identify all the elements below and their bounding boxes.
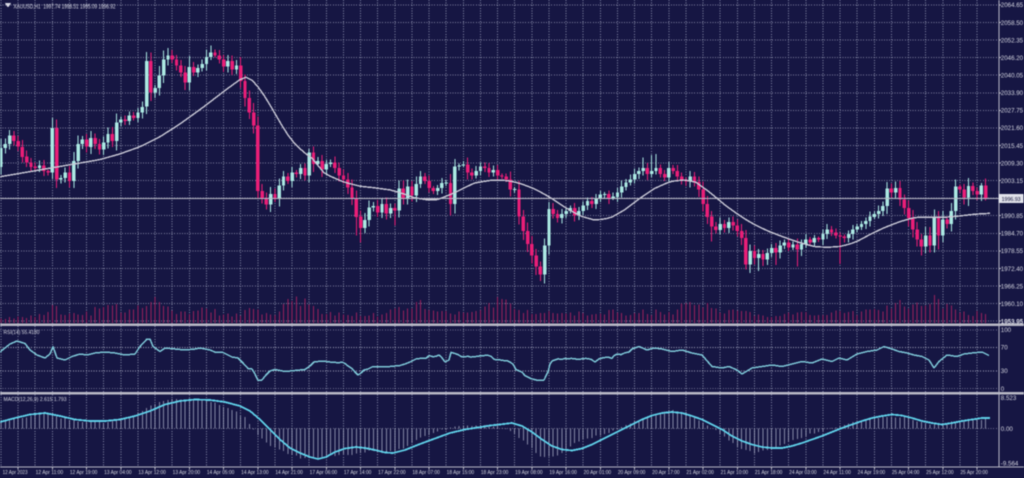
svg-text:1972.40: 1972.40 [1001, 266, 1024, 273]
svg-text:12 Apr 2023: 12 Apr 2023 [3, 470, 29, 476]
svg-text:18 Apr 15:00: 18 Apr 15:00 [447, 470, 475, 476]
svg-text:2003.15: 2003.15 [1001, 178, 1024, 185]
svg-text:1953.95: 1953.95 [1001, 319, 1024, 326]
svg-text:2058.50: 2058.50 [1001, 20, 1024, 27]
svg-text:1997.00: 1997.00 [1001, 196, 1024, 203]
svg-text:14 Apr 21:00: 14 Apr 21:00 [275, 470, 303, 476]
svg-text:2015.45: 2015.45 [1001, 143, 1024, 150]
svg-text:24 Apr 03:00: 24 Apr 03:00 [789, 470, 817, 476]
svg-text:1960.10: 1960.10 [1001, 301, 1024, 308]
svg-text:20 Apr 01:00: 20 Apr 01:00 [584, 470, 612, 476]
svg-text:8.523: 8.523 [1001, 395, 1017, 402]
svg-text:RSI(14) 55.4180: RSI(14) 55.4180 [4, 330, 40, 336]
svg-text:12 Apr 19:00: 12 Apr 19:00 [70, 470, 98, 476]
svg-text:17 Apr 06:00: 17 Apr 06:00 [310, 470, 338, 476]
svg-text:13 Apr 12:00: 13 Apr 12:00 [138, 470, 166, 476]
svg-text:MACD(12,26,9) 2.615 1.793: MACD(12,26,9) 2.615 1.793 [4, 397, 67, 403]
svg-text:14 Apr 13:00: 14 Apr 13:00 [241, 470, 269, 476]
svg-text:25 Apr 20:00: 25 Apr 20:00 [960, 470, 988, 476]
svg-text:1966.25: 1966.25 [1001, 283, 1024, 290]
svg-text:19 Apr 16:00: 19 Apr 16:00 [549, 470, 577, 476]
svg-text:17 Apr 14:00: 17 Apr 14:00 [344, 470, 372, 476]
svg-text:24 Apr 19:00: 24 Apr 19:00 [858, 470, 886, 476]
svg-text:0: 0 [1001, 386, 1005, 393]
svg-text:1990.85: 1990.85 [1001, 213, 1024, 220]
svg-text:100: 100 [1001, 327, 1012, 334]
svg-text:2021.60: 2021.60 [1001, 125, 1024, 132]
svg-text:1953.95: 1953.95 [1001, 319, 1024, 326]
svg-text:21 Apr 18:00: 21 Apr 18:00 [755, 470, 783, 476]
svg-text:2052.35: 2052.35 [1001, 37, 1024, 44]
svg-text:2064.65: 2064.65 [1001, 2, 1024, 9]
svg-text:1996.93: 1996.93 [1002, 197, 1022, 203]
svg-text:25 Apr 04:00: 25 Apr 04:00 [892, 470, 920, 476]
svg-text:-9.564: -9.564 [1001, 461, 1019, 468]
svg-text:13 Apr 04:00: 13 Apr 04:00 [104, 470, 132, 476]
svg-text:25 Apr 12:00: 25 Apr 12:00 [926, 470, 954, 476]
svg-text:13 Apr 20:00: 13 Apr 20:00 [173, 470, 201, 476]
svg-text:2046.20: 2046.20 [1001, 55, 1024, 62]
svg-text:12 Apr 11:00: 12 Apr 11:00 [36, 470, 64, 476]
svg-text:2009.30: 2009.30 [1001, 160, 1024, 167]
svg-text:20 Apr 17:00: 20 Apr 17:00 [652, 470, 680, 476]
svg-text:XAUUSD,H1 1997.74 1998.51 199: XAUUSD,H1 1997.74 1998.51 1995.09 1996.9… [14, 4, 116, 11]
svg-text:17 Apr 22:00: 17 Apr 22:00 [378, 470, 406, 476]
svg-text:19 Apr 08:00: 19 Apr 08:00 [515, 470, 543, 476]
svg-text:2027.75: 2027.75 [1001, 108, 1024, 115]
svg-text:2033.90: 2033.90 [1001, 90, 1024, 97]
svg-text:21 Apr 02:00: 21 Apr 02:00 [686, 470, 714, 476]
svg-text:30: 30 [1001, 368, 1008, 375]
svg-text:24 Apr 11:00: 24 Apr 11:00 [823, 470, 851, 476]
svg-text:14 Apr 05:00: 14 Apr 05:00 [207, 470, 235, 476]
svg-text:20 Apr 09:00: 20 Apr 09:00 [618, 470, 646, 476]
svg-text:1984.70: 1984.70 [1001, 231, 1024, 238]
svg-text:18 Apr 07:00: 18 Apr 07:00 [412, 470, 440, 476]
svg-text:0.00: 0.00 [1001, 426, 1014, 433]
svg-text:18 Apr 23:00: 18 Apr 23:00 [481, 470, 509, 476]
svg-text:21 Apr 10:00: 21 Apr 10:00 [721, 470, 749, 476]
svg-text:1978.55: 1978.55 [1001, 248, 1024, 255]
svg-text:70: 70 [1001, 345, 1008, 352]
svg-text:2040.05: 2040.05 [1001, 73, 1024, 80]
